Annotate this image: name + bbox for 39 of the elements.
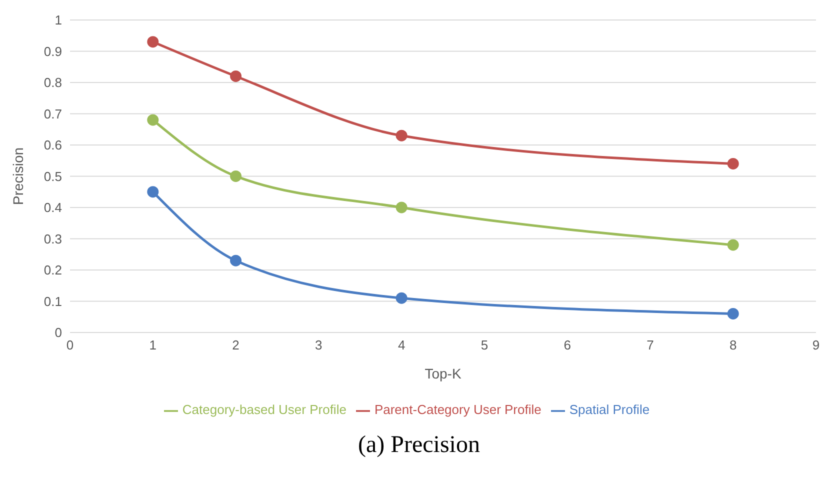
- point: [727, 239, 739, 251]
- text: (a) Precision: [357, 432, 481, 459]
- x-tick-label: 5: [480, 338, 488, 353]
- point: [147, 186, 159, 198]
- point: [396, 292, 408, 304]
- legend-label: Spatial Profile: [569, 402, 650, 418]
- y-tick-label: 0.6: [44, 138, 62, 153]
- y-tick-label: 0.5: [44, 168, 62, 184]
- point: [147, 36, 159, 48]
- y-tick-label: 0.1: [44, 294, 62, 309]
- legend-label: Parent-Category User Profile: [374, 402, 542, 418]
- point: [147, 114, 159, 126]
- legend-label: Category-based User Profile: [182, 402, 346, 418]
- y-tick-label: 0.9: [44, 44, 62, 59]
- x-tick-label: 9: [812, 338, 820, 353]
- x-tick-label: 1: [149, 338, 157, 353]
- y-tick-label: 0.4: [44, 200, 62, 216]
- point: [230, 170, 242, 182]
- y-tick-label: 0.3: [44, 231, 62, 246]
- y-tick-label: 0.7: [44, 106, 62, 122]
- x-tick-label: 0: [66, 338, 74, 353]
- point: [727, 158, 739, 170]
- point: [230, 254, 242, 266]
- point: [230, 70, 242, 82]
- x-tick-label: 3: [315, 338, 322, 353]
- y-tick-label: 1: [54, 12, 62, 28]
- point: [727, 308, 739, 320]
- y-tick-label: 0.8: [44, 75, 62, 90]
- x-tick-label: 6: [564, 338, 571, 353]
- y-axis-title: Precision: [10, 147, 26, 206]
- point: [396, 202, 408, 214]
- y-tick-label: 0.2: [44, 262, 62, 278]
- x-axis-title: Top-K: [424, 365, 462, 382]
- x-tick-label: 2: [232, 338, 240, 353]
- x-tick-label: 8: [729, 338, 737, 353]
- x-tick-label: 4: [398, 338, 406, 353]
- y-tick-label: 0: [54, 325, 62, 340]
- point: [396, 130, 408, 142]
- x-tick-label: 7: [646, 338, 654, 353]
